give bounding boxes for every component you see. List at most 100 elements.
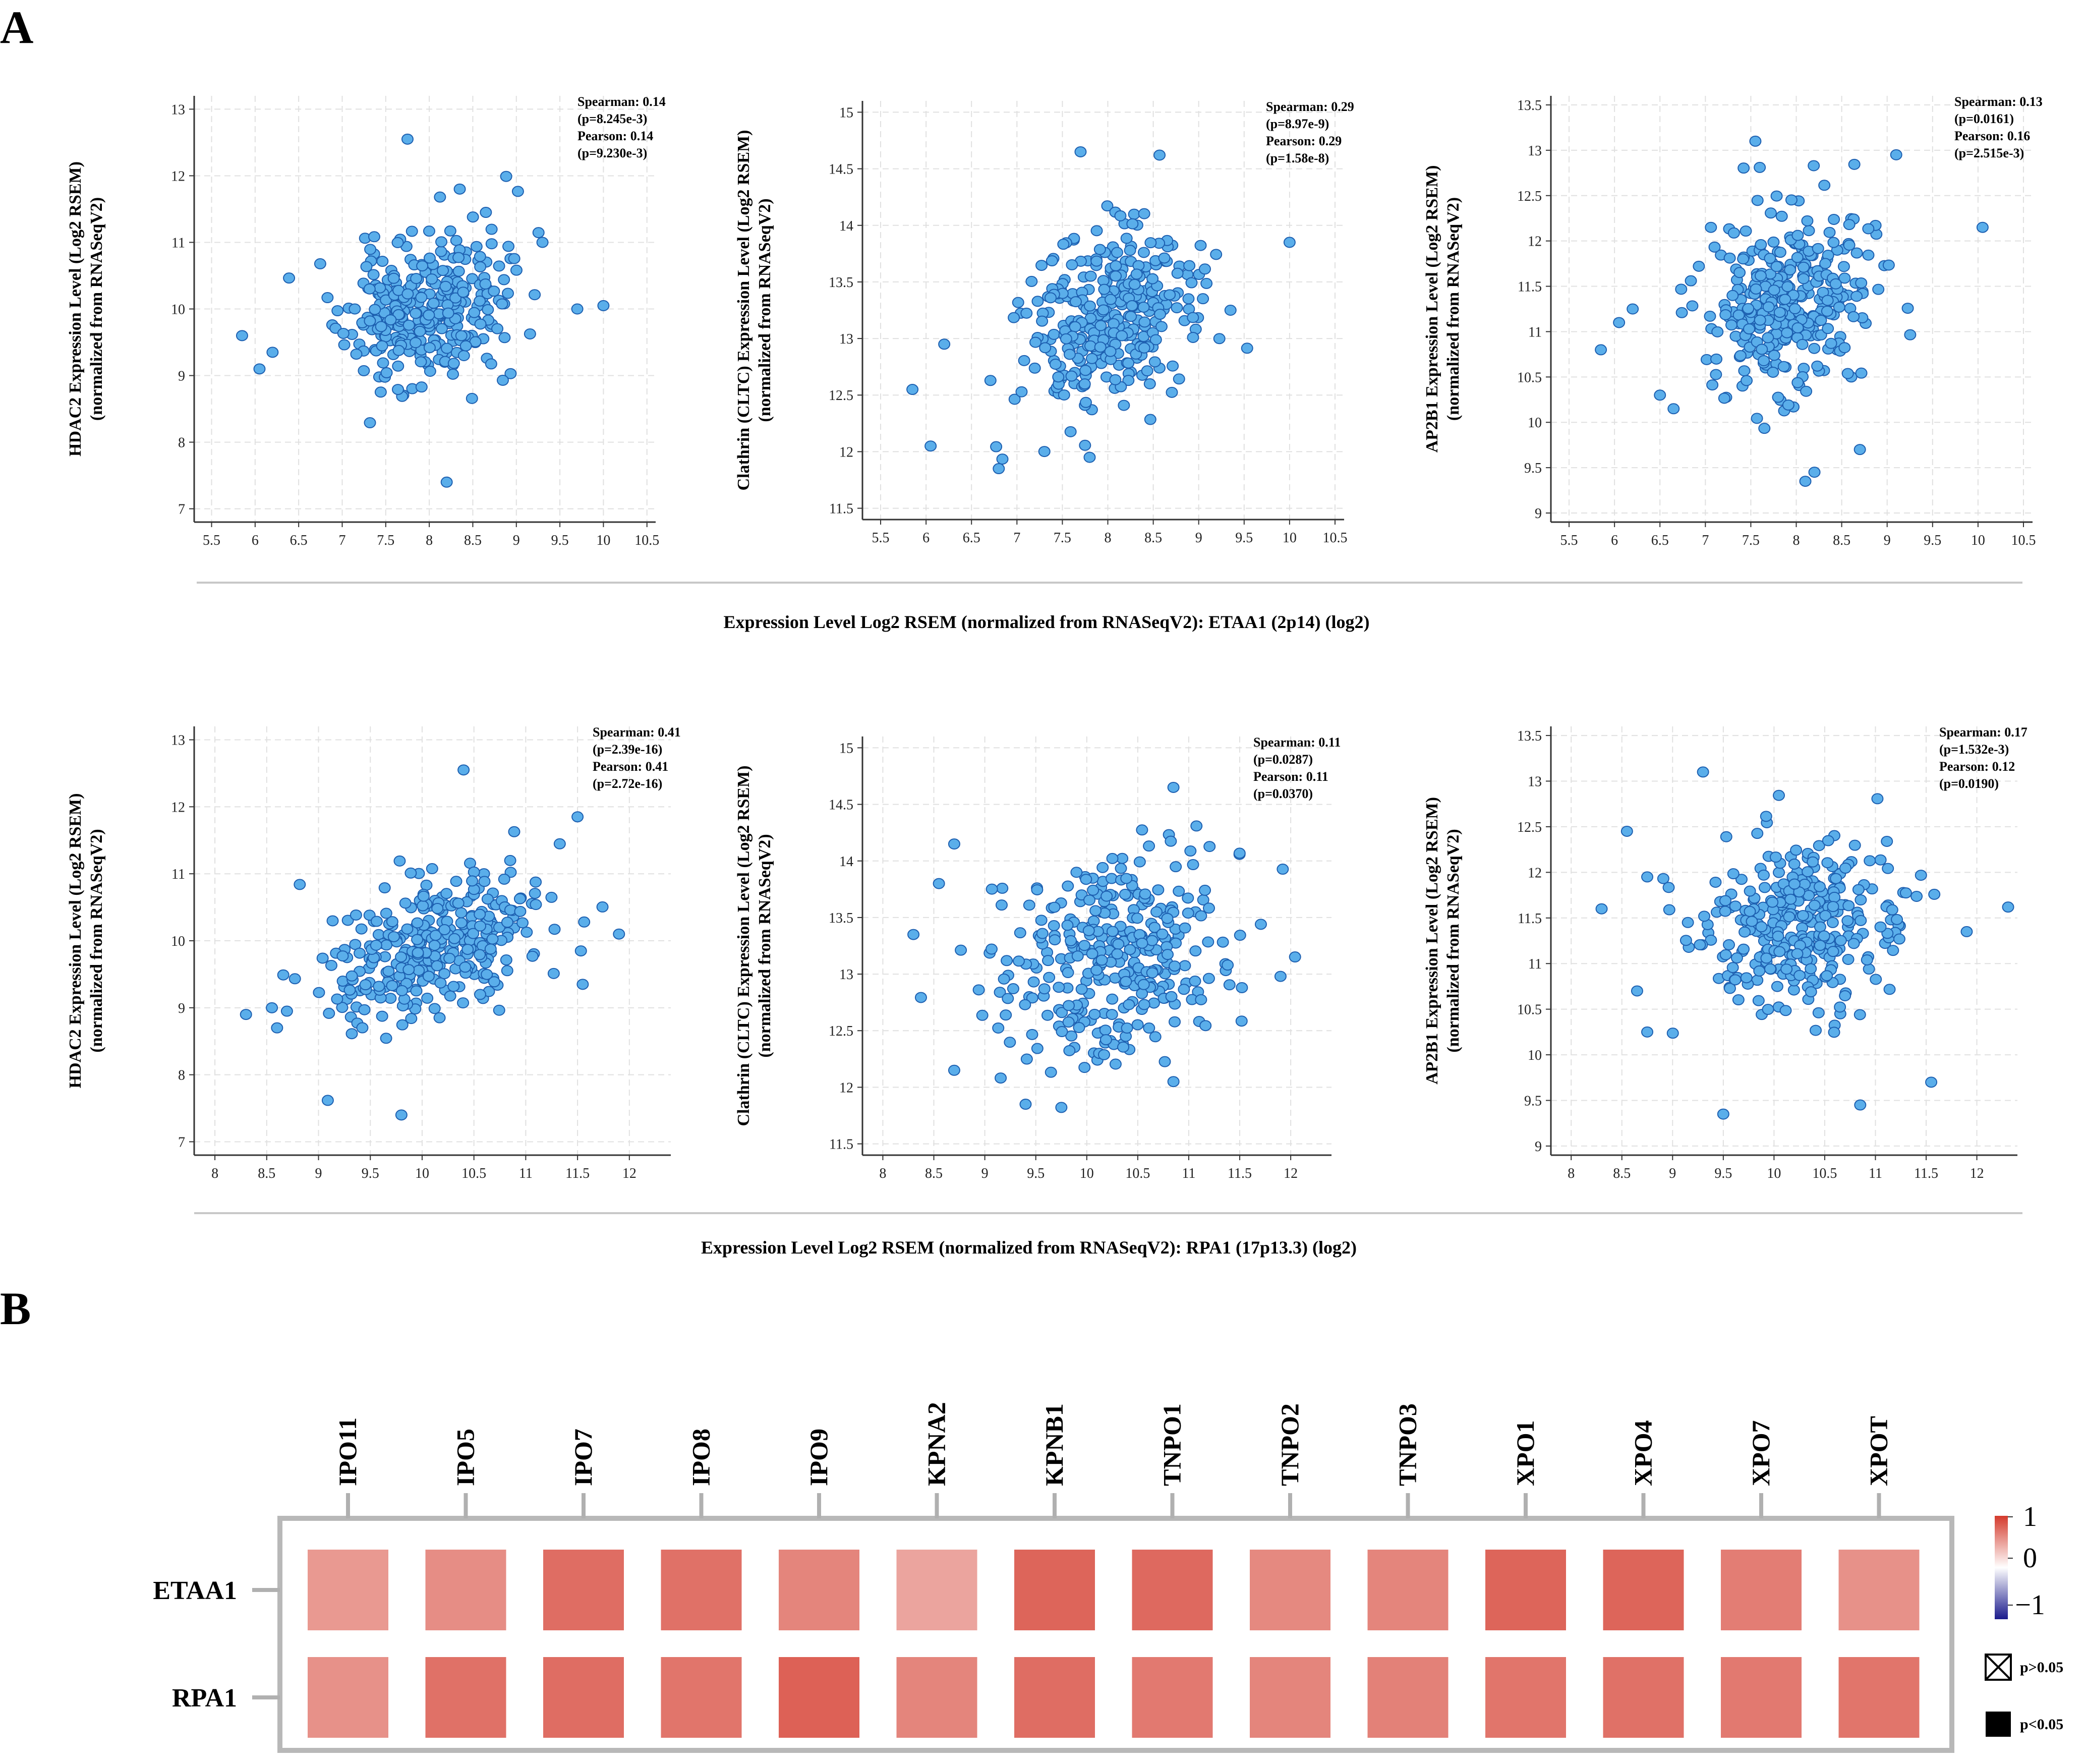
scatter-point — [1719, 309, 1732, 320]
heatmap-column-label: IPO8 — [687, 1429, 715, 1486]
scatter-point — [1128, 208, 1140, 220]
scatter-point — [1001, 955, 1013, 966]
scatter-point — [1855, 894, 1867, 905]
scatter-point — [1719, 905, 1731, 917]
scatter-point — [1190, 820, 1203, 832]
scatter-point — [435, 246, 447, 257]
scatter-point — [1627, 303, 1639, 315]
scatter-point — [1706, 379, 1719, 391]
scatter-point — [457, 350, 470, 362]
x-tick-label: 6.5 — [1651, 533, 1669, 548]
scatter-point — [1732, 994, 1745, 1006]
scatter-point — [513, 893, 526, 904]
x-tick-label: 7 — [1013, 530, 1020, 546]
scatter-point — [1722, 939, 1735, 950]
scatter-point — [1679, 935, 1692, 946]
y-tick-label: 12 — [839, 1080, 853, 1096]
scatter-point — [1028, 362, 1041, 374]
scatter-point — [1925, 1076, 1938, 1088]
scatter-point — [1179, 922, 1191, 934]
scatter-point — [1757, 869, 1770, 881]
scatter-point — [395, 985, 408, 996]
scatter-point — [500, 954, 512, 966]
scatter-point — [1184, 845, 1197, 857]
x-tick-label: 8.5 — [1613, 1166, 1631, 1181]
x-tick-label: 10 — [1971, 533, 1985, 548]
scatter-point — [396, 1019, 409, 1031]
x-tick-label: 8 — [1105, 530, 1112, 546]
scatter-point — [1821, 857, 1834, 869]
scatter-point — [1224, 305, 1237, 316]
scatter-point — [1739, 926, 1751, 938]
scatter-point — [404, 867, 417, 879]
scatter-point — [1217, 936, 1229, 948]
scatter-point — [1143, 1022, 1155, 1034]
scatter-point — [1767, 236, 1780, 248]
y-tick-label: 7 — [178, 502, 185, 518]
y-tick-label: 12 — [1528, 234, 1542, 250]
scatter-point — [364, 417, 376, 429]
correlation-stat: Pearson: 0.16 — [1954, 129, 2030, 143]
y-tick-label: 12.5 — [829, 388, 853, 404]
scatter-point — [1874, 921, 1887, 933]
scatter-point — [1106, 1009, 1118, 1020]
scatter-point — [428, 940, 441, 951]
scatter-point — [574, 945, 587, 957]
scatter-point — [1791, 322, 1804, 333]
scatter-point — [1119, 888, 1131, 900]
y-tick-label: 10 — [171, 934, 185, 949]
scatter-point — [1756, 344, 1768, 355]
scatter-point — [1138, 342, 1150, 354]
scatter-point — [530, 899, 542, 911]
y-tick-label: 12.5 — [829, 1023, 853, 1039]
scatter-point — [474, 318, 487, 330]
y-tick-label: 13.5 — [829, 911, 853, 926]
scatter-point — [1090, 255, 1103, 267]
scatter-point — [354, 947, 366, 959]
scatter-point — [474, 295, 486, 307]
scatter-point — [314, 258, 326, 269]
scatter-point — [1161, 913, 1174, 924]
scatter-point — [1694, 939, 1706, 950]
scatter-point — [377, 357, 389, 369]
scatter-point — [1187, 312, 1199, 323]
x-tick-label: 12 — [1970, 1166, 1984, 1181]
scatter-point — [1781, 327, 1793, 338]
y-tick-label: 13 — [1528, 143, 1542, 159]
heatmap-cell — [661, 1657, 742, 1738]
scatter-point — [1031, 884, 1044, 895]
scatter-point — [1797, 909, 1809, 921]
scatter-point — [1031, 296, 1044, 307]
scatter-point — [501, 288, 514, 299]
scatter-point — [1760, 811, 1772, 822]
scatter-point — [345, 970, 358, 982]
scatter-point — [1828, 1027, 1840, 1038]
scatter-point — [331, 305, 344, 317]
x-tick-label: 6 — [1611, 533, 1618, 548]
scatter-point — [1726, 290, 1739, 301]
heatmap-cell — [1485, 1550, 1566, 1630]
scatter-point — [1146, 273, 1159, 284]
x-tick-label: 5.5 — [203, 533, 220, 548]
scatter-point — [1198, 263, 1211, 275]
heatmap-cell — [1721, 1550, 1802, 1630]
scatter-point — [924, 440, 937, 452]
scatter-point — [410, 337, 422, 349]
scatter-point — [1116, 330, 1128, 342]
scatter-point — [1685, 275, 1697, 287]
scatter-point — [1791, 230, 1804, 241]
scatter-point — [1740, 225, 1752, 237]
scatter-point — [1063, 349, 1076, 360]
scatter-point — [1158, 252, 1171, 264]
scatter-point — [1154, 308, 1167, 320]
y-tick-label: 11.5 — [829, 501, 853, 517]
scatter-point — [1818, 930, 1830, 942]
scatter-point — [1079, 439, 1091, 451]
scatter-point — [511, 186, 524, 197]
scatter-point — [240, 1009, 252, 1020]
heatmap-column-label: IPO9 — [804, 1429, 833, 1486]
scatter-point — [1189, 976, 1201, 987]
scatter-point — [1770, 190, 1783, 202]
scatter-point — [466, 273, 479, 284]
scatter-point — [1084, 340, 1096, 352]
